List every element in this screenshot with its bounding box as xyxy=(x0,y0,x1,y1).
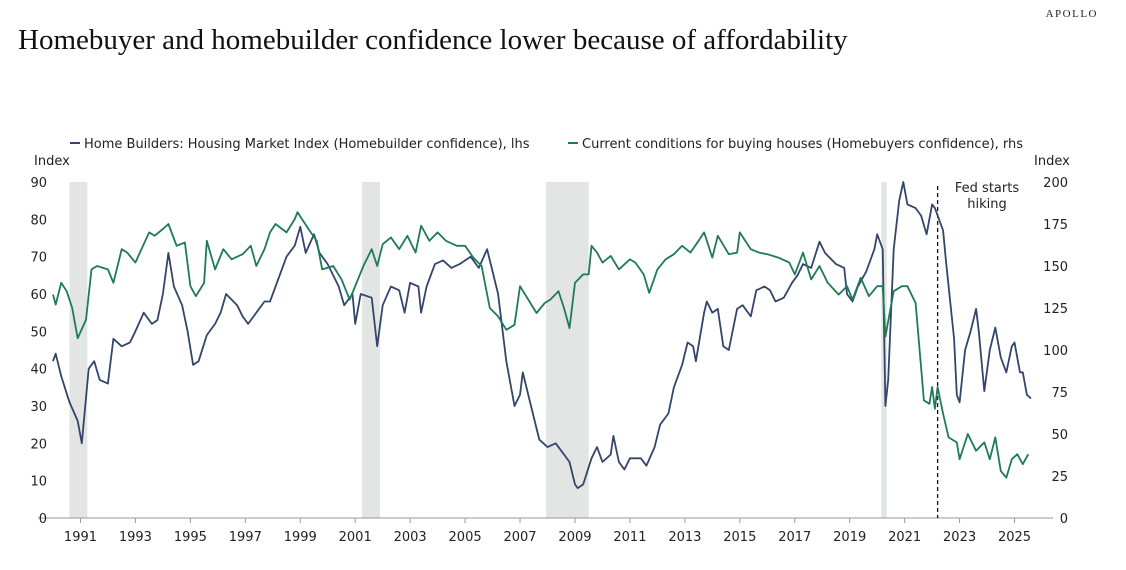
x-tick-label: 1993 xyxy=(119,530,152,545)
x-tick-label: 1997 xyxy=(229,530,262,545)
y-tick-label-right: 50 xyxy=(1051,428,1068,443)
y-tick-label-left: 40 xyxy=(30,363,47,378)
series-line-builders xyxy=(52,181,1032,490)
legend-label-buyers: Current conditions for buying houses (Ho… xyxy=(582,137,1023,152)
y-tick-label-right: 100 xyxy=(1043,344,1068,359)
x-tick-label: 1999 xyxy=(284,530,317,545)
y-tick-label-right: 200 xyxy=(1043,176,1068,191)
y-tick-label-left: 90 xyxy=(30,176,47,191)
y-axis-label-left: Index xyxy=(34,154,70,169)
brand-logo: APOLLO xyxy=(1045,8,1098,20)
x-tick-label: 2023 xyxy=(943,530,976,545)
x-tick-label: 2011 xyxy=(613,530,646,545)
legend: Home Builders: Housing Market Index (Hom… xyxy=(70,137,1023,152)
y-tick-label-left: 70 xyxy=(30,251,47,266)
annotation-line-1: Fed starts xyxy=(955,181,1019,196)
y-tick-label-left: 80 xyxy=(30,213,47,228)
y-tick-label-right: 150 xyxy=(1043,260,1068,275)
y-tick-label-left: 60 xyxy=(30,288,47,303)
y-tick-label-left: 10 xyxy=(30,475,47,490)
y-tick-label-left: 30 xyxy=(30,400,47,415)
x-tick-label: 1991 xyxy=(64,530,97,545)
y-tick-label-right: 0 xyxy=(1060,512,1068,527)
x-tick-label: 2003 xyxy=(394,530,427,545)
recession-band xyxy=(546,182,589,518)
chart-title: Homebuyer and homebuilder confidence low… xyxy=(18,24,848,56)
recession-band xyxy=(69,182,88,518)
x-tick-label: 2017 xyxy=(778,530,811,545)
legend-label-builders: Home Builders: Housing Market Index (Hom… xyxy=(84,137,530,152)
annotation-line-2: hiking xyxy=(967,197,1006,212)
y-tick-label-left: 20 xyxy=(30,437,47,452)
x-tick-label: 2001 xyxy=(339,530,372,545)
x-tick-label: 2015 xyxy=(723,530,756,545)
series-line-buyers xyxy=(52,211,1030,479)
y-tick-label-right: 125 xyxy=(1043,302,1068,317)
x-tick-label: 2021 xyxy=(888,530,921,545)
y-axis-label-right: Index xyxy=(1034,154,1070,169)
x-tick-label: 2013 xyxy=(668,530,701,545)
y-tick-label-right: 75 xyxy=(1051,386,1068,401)
y-tick-label-left: 0 xyxy=(39,512,47,527)
y-tick-label-right: 25 xyxy=(1051,470,1068,485)
x-tick-label: 2007 xyxy=(503,530,536,545)
recession-band xyxy=(362,182,380,518)
x-tick-label: 2019 xyxy=(833,530,866,545)
x-tick-label: 1995 xyxy=(174,530,207,545)
x-tick-label: 2025 xyxy=(998,530,1031,545)
y-tick-label-left: 50 xyxy=(30,325,47,340)
x-tick-label: 2005 xyxy=(449,530,482,545)
x-tick-label: 2009 xyxy=(558,530,591,545)
y-tick-label-right: 175 xyxy=(1043,218,1068,233)
